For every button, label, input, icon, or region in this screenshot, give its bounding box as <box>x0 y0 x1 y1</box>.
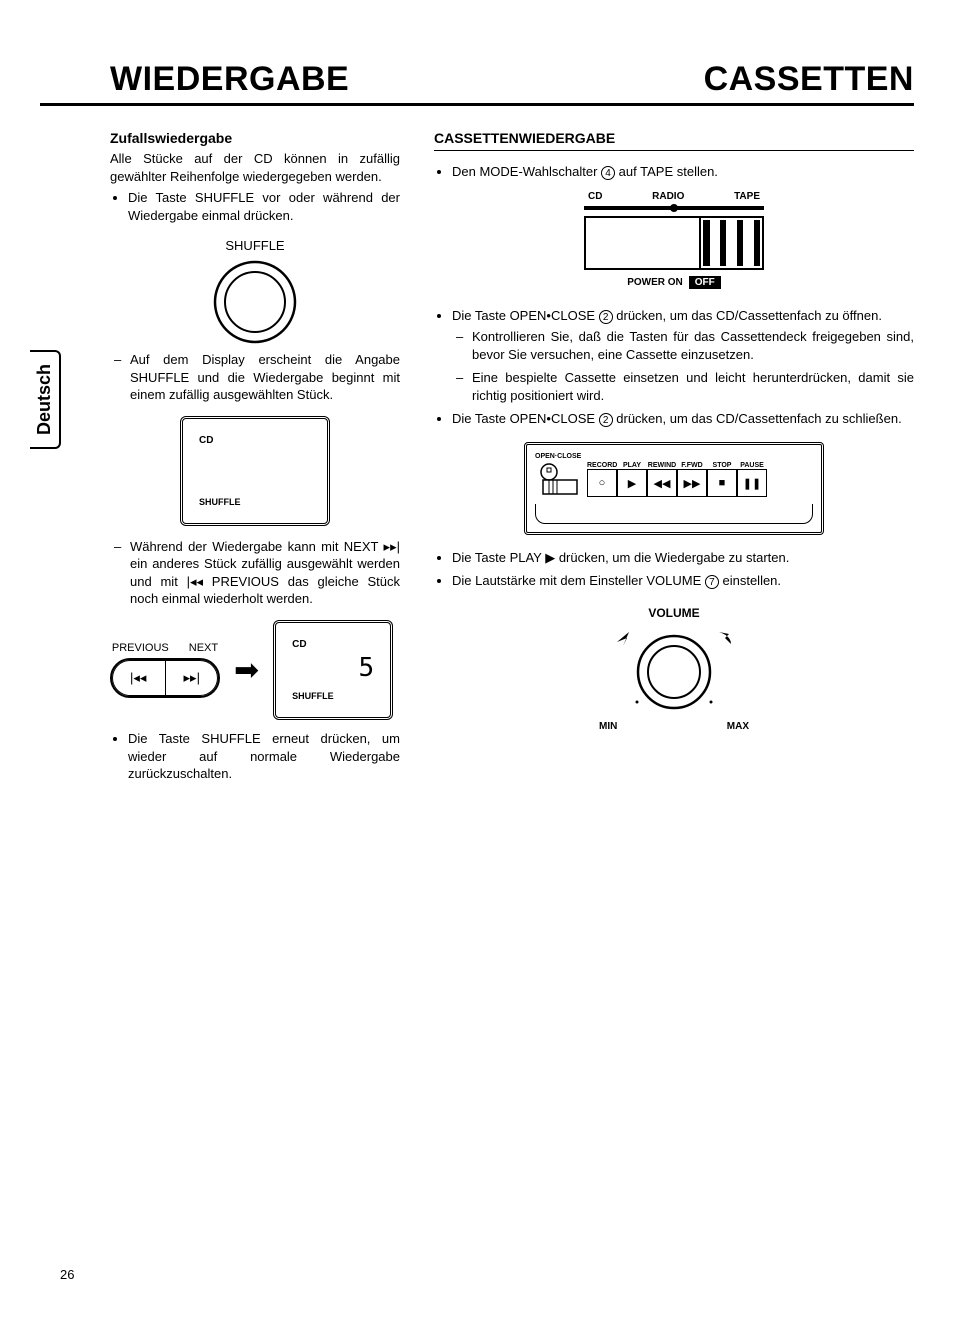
sym-record: ○ <box>587 469 617 497</box>
next-label: NEXT <box>189 642 218 654</box>
display1-shuffle: SHUFFLE <box>199 497 241 507</box>
left-dash-1: Auf dem Display erscheint die Angabe SHU… <box>130 351 400 404</box>
ctrl-record: RECORD <box>587 462 617 469</box>
display2-shuffle: SHUFFLE <box>292 691 334 701</box>
b3-post: drücken, um das CD/Cassettenfach zu schl… <box>613 411 902 426</box>
prev-next-row: PREVIOUS NEXT |◂◂ ▸▸| ➡ CD 5 SHUFFLE <box>110 620 400 720</box>
mode-switch-diagram: CD RADIO TAPE POWER ON OFF <box>584 191 764 289</box>
b5-post: einstellen. <box>719 573 781 588</box>
ctrl-play: PLAY <box>617 462 647 469</box>
left-dash-2: Während der Wiedergabe kann mit NEXT ▸▸|… <box>130 538 400 608</box>
sym-stop: ■ <box>707 469 737 497</box>
right-dash-2b: Eine bespielte Cassette einsetzen und le… <box>472 369 914 404</box>
right-bullet-3: Die Taste OPEN•CLOSE 2 drücken, um das C… <box>452 410 914 428</box>
mode-dot-icon <box>670 204 678 212</box>
ctrl-pause: PAUSE <box>737 462 767 469</box>
b3-pre: Die Taste OPEN•CLOSE <box>452 411 599 426</box>
volume-diagram: VOLUME MIN MAX <box>599 606 749 732</box>
display2-track: 5 <box>358 653 374 683</box>
sym-ffwd: ▶▶ <box>677 469 707 497</box>
previous-label: PREVIOUS <box>112 642 169 654</box>
tape-icon <box>701 218 762 268</box>
sym-rewind: ◀◀ <box>647 469 677 497</box>
off-chip: OFF <box>689 276 721 289</box>
language-tab: Deutsch <box>30 350 61 449</box>
ctrl-stop: STOP <box>707 462 737 469</box>
left-intro: Alle Stücke auf der CD können in zufälli… <box>110 150 400 185</box>
left-section-title: Zufallswiedergabe <box>110 130 400 146</box>
right-bullet-2: Die Taste OPEN•CLOSE 2 drücken, um das C… <box>452 307 914 405</box>
display-box-2: CD 5 SHUFFLE <box>273 620 393 720</box>
right-bullet-5: Die Lautstärke mit dem Einsteller VOLUME… <box>452 572 914 590</box>
header-right: CASSETTEN <box>704 60 914 99</box>
volume-max: MAX <box>727 721 749 732</box>
sym-play: ▶ <box>617 469 647 497</box>
header-left: WIEDERGABE <box>40 60 349 99</box>
prev-symbol: |◂◂ <box>112 660 166 696</box>
ctrl-rewind: REWIND <box>647 462 677 469</box>
b2-pre: Die Taste OPEN•CLOSE <box>452 308 599 323</box>
right-bullet-1: Den MODE-Wahlschalter 4 auf TAPE stellen… <box>452 163 914 181</box>
volume-dial-icon <box>609 624 739 714</box>
mode-radio: RADIO <box>652 191 684 202</box>
display1-cd: CD <box>199 435 213 446</box>
cassette-base-icon <box>535 504 813 524</box>
cassette-door-icon <box>535 462 581 498</box>
right-dash-2a: Kontrollieren Sie, daß die Tasten für da… <box>472 328 914 363</box>
volume-label: VOLUME <box>599 606 749 620</box>
power-on-label: POWER ON <box>627 277 683 288</box>
b1-post: auf TAPE stellen. <box>615 164 718 179</box>
display2-cd: CD <box>292 639 306 650</box>
mode-cd: CD <box>588 191 602 202</box>
right-column: CASSETTENWIEDERGABE Den MODE-Wahlschalte… <box>424 130 914 789</box>
volume-min: MIN <box>599 721 617 732</box>
mode-tape: TAPE <box>734 191 760 202</box>
prev-next-button-icon: |◂◂ ▸▸| <box>110 658 220 698</box>
b1-pre: Den MODE-Wahlschalter <box>452 164 601 179</box>
circled-2a-icon: 2 <box>599 310 613 324</box>
page-number: 26 <box>60 1267 74 1282</box>
b5-pre: Die Lautstärke mit dem Einsteller VOLUME <box>452 573 705 588</box>
prev-next-block: PREVIOUS NEXT |◂◂ ▸▸| <box>110 642 220 698</box>
circled-4-icon: 4 <box>601 166 615 180</box>
sym-pause: ❚❚ <box>737 469 767 497</box>
b2-post: drücken, um das CD/Cassettenfach zu öffn… <box>613 308 882 323</box>
open-close-label: OPEN·CLOSE <box>535 453 813 460</box>
shuffle-dial-icon <box>210 257 300 347</box>
right-bullet-4: Die Taste PLAY ▶ drücken, um die Wiederg… <box>452 549 914 567</box>
cassette-controls-diagram: OPEN·CLOSE RECORD PLAY REWIND F.FWD <box>524 442 824 535</box>
shuffle-label: SHUFFLE <box>110 238 400 253</box>
next-symbol: ▸▸| <box>166 660 219 696</box>
display-box-1: CD SHUFFLE <box>180 416 330 526</box>
left-bullet-2: Die Taste SHUFFLE erneut drücken, um wie… <box>128 730 400 783</box>
circled-7-icon: 7 <box>705 575 719 589</box>
right-section-title: CASSETTENWIEDERGABE <box>434 130 914 151</box>
arrow-icon: ➡ <box>234 653 259 688</box>
left-bullet-1: Die Taste SHUFFLE vor oder während der W… <box>128 189 400 224</box>
circled-2b-icon: 2 <box>599 413 613 427</box>
left-column: Zufallswiedergabe Alle Stücke auf der CD… <box>40 130 400 789</box>
mode-rect-left <box>586 218 701 268</box>
header: WIEDERGABE CASSETTEN <box>40 60 914 106</box>
ctrl-ffwd: F.FWD <box>677 462 707 469</box>
